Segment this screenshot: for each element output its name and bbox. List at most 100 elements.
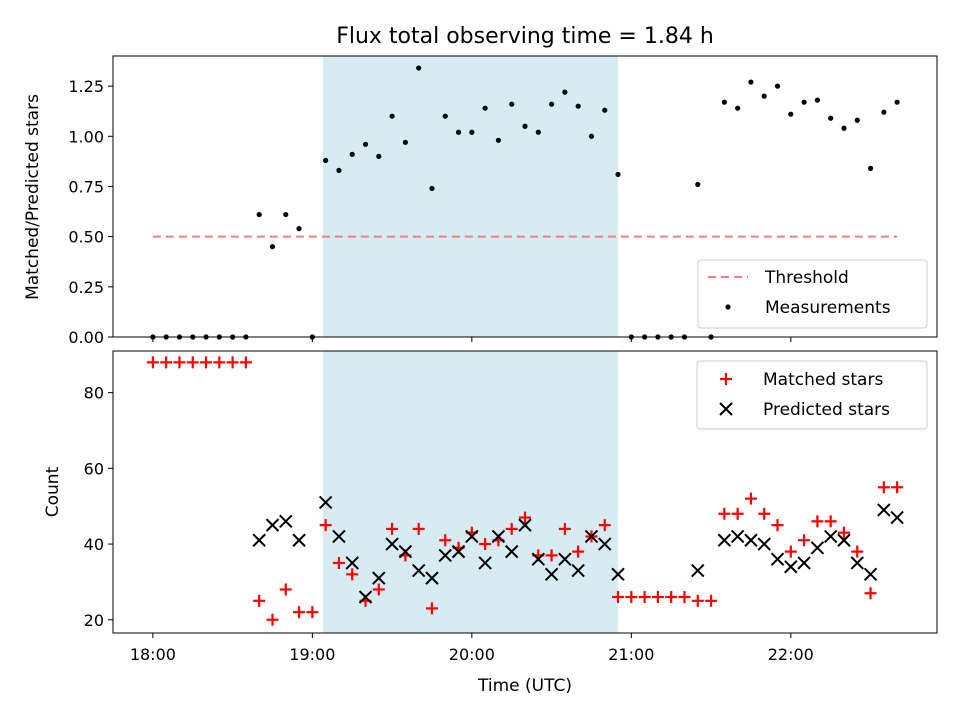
matched-star-point (146, 356, 159, 369)
matched-star-point (691, 594, 704, 607)
measurement-point (695, 181, 701, 188)
top-y-tick-label: 0.50 (68, 228, 104, 247)
measurement-point (389, 113, 395, 119)
predicted-star-point (823, 529, 838, 544)
bottom-y-axis-label: Count (43, 466, 63, 517)
matched-star-point (239, 356, 252, 369)
measurement-point (323, 157, 329, 163)
top-legend: Threshold Measurements (697, 259, 928, 329)
bottom-shaded-region (322, 351, 619, 633)
predicted-star-point (890, 510, 904, 525)
matched-star-point (372, 583, 385, 596)
bottom-legend: Matched stars Predicted stars (696, 360, 928, 430)
matched-star-point (824, 515, 837, 528)
legend-matched-swatch (720, 373, 732, 385)
predicted-star-point (265, 518, 280, 532)
matched-star-point (877, 481, 890, 494)
bottom-x-ticks: 18:00 19:00 20:00 21:00 22:00 (130, 633, 814, 664)
measurement-point (788, 111, 794, 117)
measurement-point (562, 89, 568, 95)
measurement-point (841, 125, 847, 131)
x-tick-label: 18:00 (130, 645, 176, 664)
measurement-point (801, 99, 807, 105)
matched-star-point (332, 556, 345, 569)
matched-star-point (718, 507, 731, 520)
predicted-stars-points (252, 495, 904, 604)
x-axis-label: Time (UTC) (477, 676, 572, 696)
matched-star-point (638, 591, 651, 604)
predicted-star-point (558, 552, 572, 566)
top-shaded-region (322, 56, 619, 337)
predicted-star-point (252, 533, 266, 547)
matched-star-point (519, 511, 531, 524)
top-y-tick-label: 0.00 (68, 328, 104, 347)
predicted-star-point (531, 552, 545, 566)
predicted-star-point (810, 541, 825, 555)
measurement-point (814, 97, 820, 103)
legend-matched-label: Matched stars (763, 370, 883, 390)
x-tick-label: 22:00 (768, 645, 814, 664)
measurement-point (269, 244, 276, 250)
bottom-y-ticks: 20 40 60 80 (84, 384, 113, 630)
predicted-star-point (770, 552, 785, 566)
predicted-star-point (797, 556, 811, 570)
predicted-star-point (571, 563, 585, 578)
matched-star-point (811, 515, 824, 528)
predicted-star-point (863, 567, 878, 582)
predicted-star-point (691, 563, 705, 578)
top-y-tick-label: 0.75 (68, 177, 104, 196)
matched-star-point (678, 591, 691, 604)
predicted-star-point (518, 518, 532, 532)
matched-star-point (545, 549, 558, 562)
measurement-point (748, 79, 754, 85)
measurement-point (828, 115, 834, 121)
predicted-star-point (292, 533, 306, 547)
matched-star-point (200, 356, 213, 369)
measurement-point (522, 123, 528, 129)
matched-star-point (253, 594, 266, 607)
measurement-point (296, 226, 302, 232)
predicted-star-point (279, 514, 293, 529)
predicted-star-point (478, 556, 492, 570)
predicted-star-point (784, 560, 798, 574)
bottom-panel: 20 40 60 80 18:00 19:00 20:00 21:00 22:00 Count… (43, 350, 938, 696)
bottom-y-tick-label: 40 (84, 535, 104, 554)
measurement-point (894, 99, 900, 105)
bottom-axes-frame (112, 350, 938, 634)
measurement-point (602, 107, 608, 113)
matched-star-point (731, 507, 744, 520)
predicted-star-point (411, 563, 426, 578)
predicted-star-point (425, 571, 439, 585)
matched-star-point (386, 522, 399, 535)
predicted-star-point (877, 503, 891, 517)
matched-star-point (266, 613, 279, 626)
matched-star-point (279, 583, 292, 596)
measurement-point (376, 153, 382, 159)
matched-star-point (412, 522, 425, 535)
matched-star-point (346, 568, 359, 581)
top-panel: 0.00 0.25 0.50 0.75 1.00 1.25 Matched/Predict… (23, 55, 938, 347)
predicted-star-point (584, 529, 599, 544)
predicted-star-point (757, 537, 771, 551)
legend-measurements-swatch (725, 304, 731, 310)
bottom-y-tick-label: 20 (84, 611, 104, 630)
predicted-star-point (717, 533, 732, 547)
measurement-point (774, 83, 781, 89)
matched-star-point (784, 545, 797, 558)
matched-star-point (505, 522, 518, 535)
matched-star-point (598, 519, 611, 532)
measurement-point (854, 117, 860, 123)
matched-star-point (651, 591, 664, 604)
matched-star-point (572, 545, 585, 558)
predicted-star-point (611, 567, 625, 582)
top-y-ticks: 0.00 0.25 0.50 0.75 1.00 1.25 (68, 77, 113, 347)
matched-star-point (837, 526, 850, 539)
measurement-point (455, 129, 462, 135)
top-measurements (150, 65, 900, 340)
matched-star-point (612, 591, 625, 604)
measurement-point (402, 139, 408, 145)
legend-measurements-label: Measurements (765, 298, 891, 318)
measurement-point (761, 93, 767, 99)
top-y-tick-label: 0.25 (68, 278, 104, 297)
